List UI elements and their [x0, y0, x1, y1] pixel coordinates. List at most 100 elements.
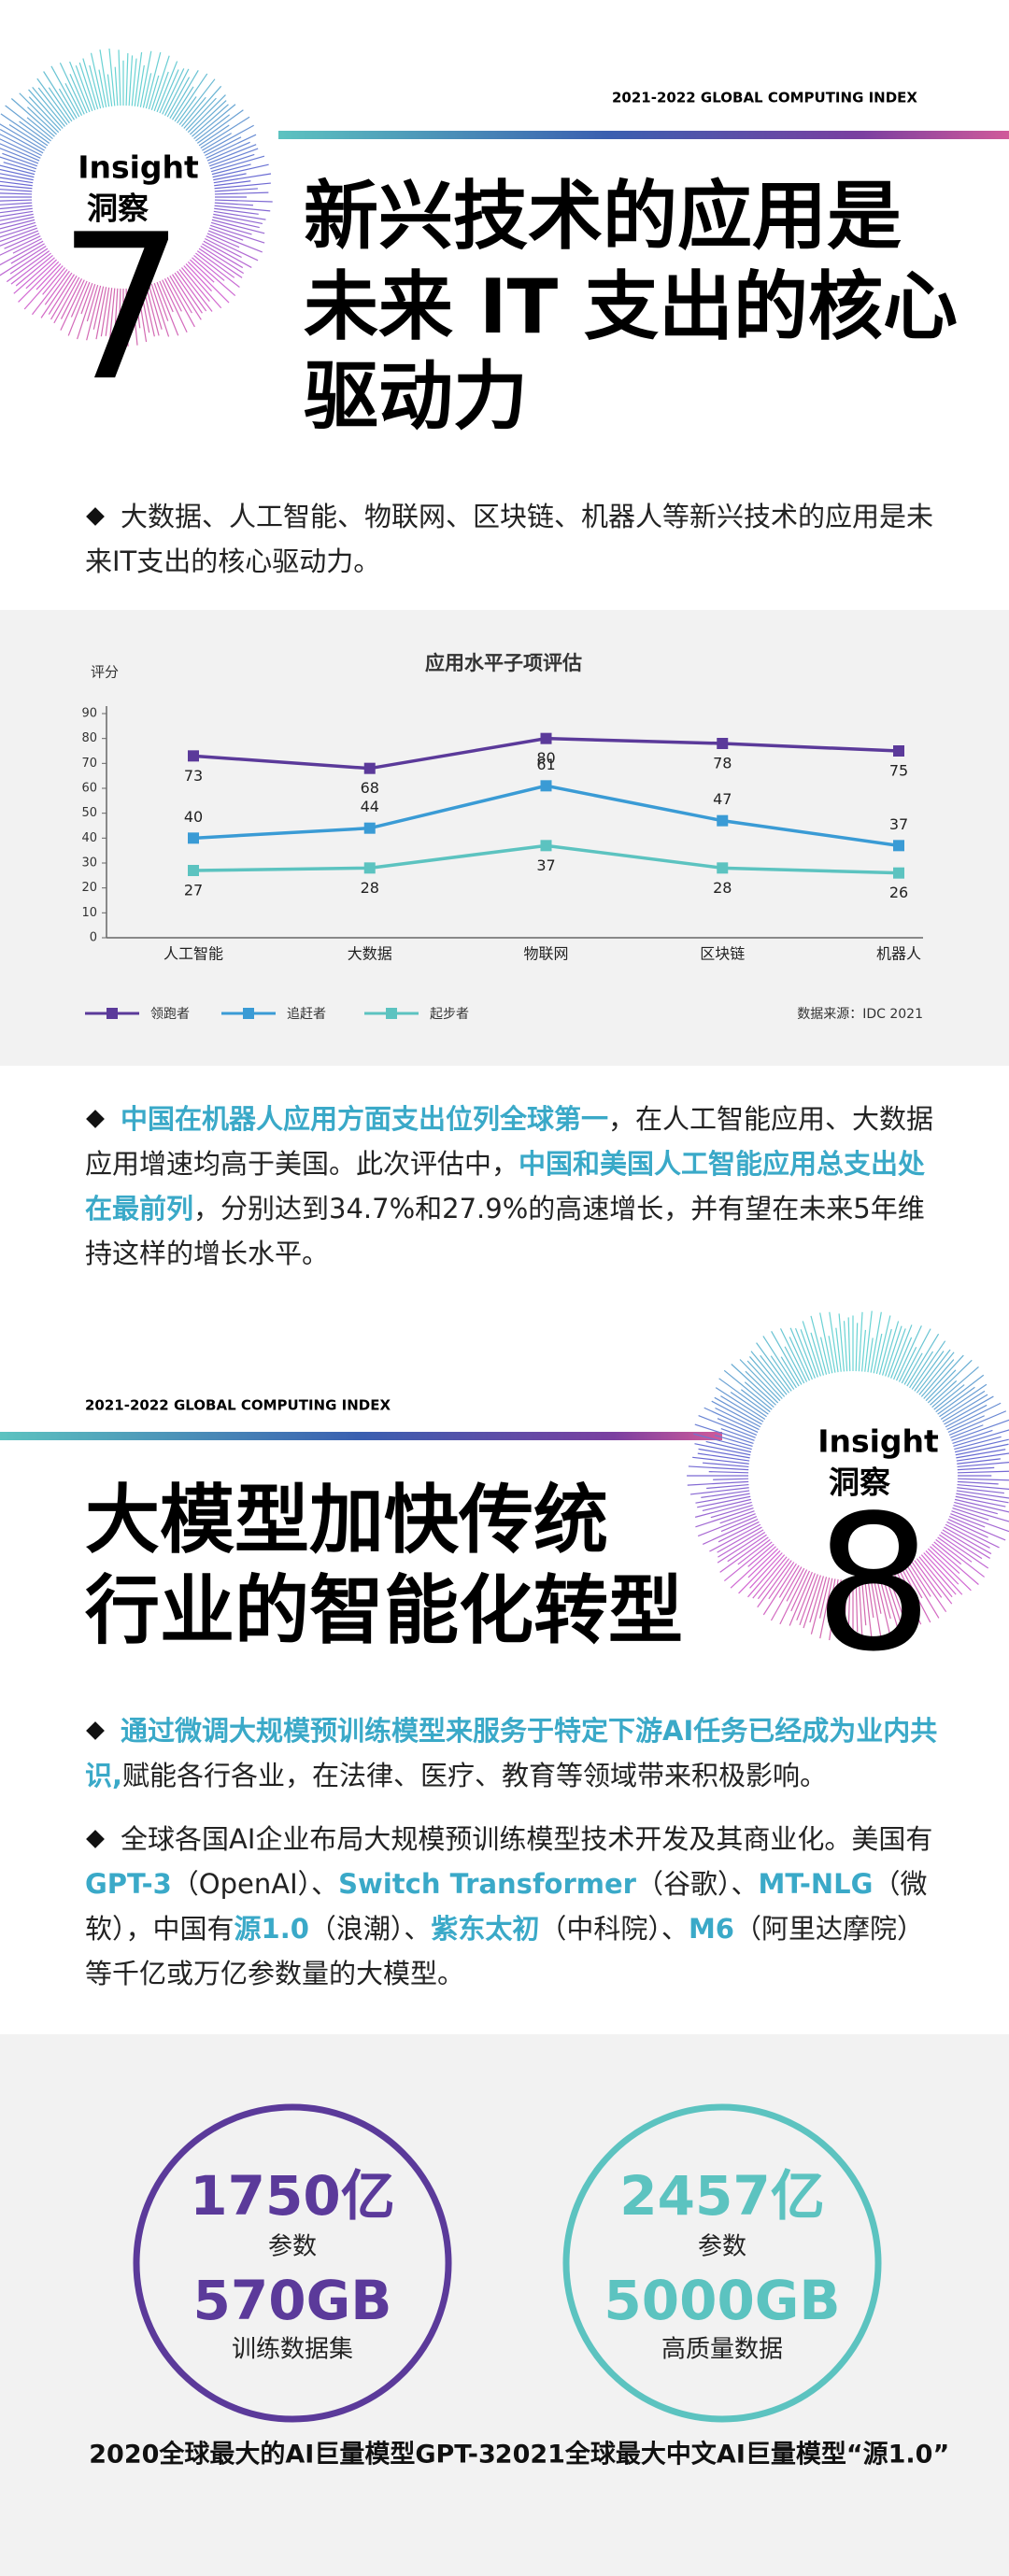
burst-ray [10, 252, 51, 285]
burst-ray [942, 1529, 990, 1559]
burst-ray [720, 1428, 755, 1441]
burst-ray [944, 1395, 994, 1425]
burst-ray [954, 1436, 1002, 1451]
burst-ray [210, 224, 265, 244]
insight-label: Insight [817, 1423, 939, 1460]
burst-ray [925, 1550, 959, 1585]
burst-ray [935, 1374, 985, 1413]
y-tick-label: 90 [81, 707, 97, 721]
burst-ray [105, 288, 113, 336]
point [540, 732, 552, 744]
burst-ray [210, 155, 265, 173]
burst-ray [939, 1383, 988, 1418]
burst-ray [108, 48, 116, 106]
burst-ray [44, 270, 70, 305]
burst-ray [187, 261, 230, 304]
burst-ray [828, 1336, 836, 1373]
burst-ray [749, 1356, 786, 1397]
burst-ray [945, 1523, 990, 1549]
data-label: 37 [889, 815, 908, 833]
burst-ray [178, 78, 216, 125]
burst-ray [931, 1366, 979, 1408]
bullet [86, 1721, 105, 1740]
data-label: 28 [361, 879, 379, 897]
burst-ray [0, 164, 36, 176]
burst-ray [829, 1311, 839, 1373]
data-label: 78 [713, 755, 732, 772]
burst-ray [757, 1560, 792, 1608]
bullet [86, 507, 105, 526]
burst-ray [723, 1541, 773, 1582]
burst-ray [738, 1550, 781, 1594]
burst-ray [757, 1558, 790, 1600]
burst-ray [0, 210, 34, 218]
burst-ray [809, 1576, 825, 1623]
burst-ray [930, 1380, 958, 1406]
burst-ray [694, 1423, 754, 1444]
burst-ray [19, 120, 50, 144]
burst-ray [920, 1359, 955, 1397]
stat-caption: 2021全球最大中文AI巨量模型“源1.0” [495, 2440, 949, 2470]
insight-label: Insight [78, 149, 199, 186]
burst-ray [75, 64, 93, 111]
burst-ray [916, 1558, 953, 1605]
title: 未来 IT 支出的核心 [304, 263, 958, 350]
burst-ray [867, 1578, 874, 1619]
burst-ray [185, 97, 217, 131]
burst-ray [957, 1466, 995, 1471]
burst-ray [730, 1546, 776, 1589]
burst-ray [923, 1552, 963, 1595]
burst-ray [156, 281, 179, 336]
paragraph: 全球各国AI企业布局大规模预训练模型技术开发及其商业化。美国有 GPT-3（Op… [85, 1817, 940, 1996]
burst-ray [0, 205, 33, 210]
burst-ray [0, 168, 35, 178]
burst-ray [694, 1501, 752, 1518]
burst-ray [28, 89, 64, 129]
burst-ray [0, 207, 33, 214]
burst-ray [860, 1579, 867, 1626]
burst-ray [18, 261, 60, 303]
paragraph: 大数据、人工智能、物联网、区块链、机器人等新兴技术的应用是未来IT支出的核心驱动… [85, 494, 940, 584]
burst-ray [957, 1458, 1001, 1465]
chart-title: 应用水平子项评估 [425, 652, 582, 674]
data-label: 73 [184, 767, 203, 785]
burst-ray [42, 267, 65, 295]
burst-ray [153, 71, 169, 111]
burst-ray [702, 1462, 749, 1468]
legend-marker [386, 1008, 397, 1019]
burst-ray [26, 117, 53, 139]
burst-ray [818, 1577, 831, 1619]
burst-ray [935, 1538, 985, 1578]
burst-ray [150, 55, 170, 110]
burst-ray [906, 1333, 940, 1387]
burst-ray [0, 156, 36, 170]
burst-ray [131, 288, 138, 346]
burst-ray [948, 1516, 1006, 1541]
burst-ray [778, 1564, 800, 1598]
burst-ray [739, 1359, 781, 1402]
burst-ray [107, 74, 113, 106]
burst-ray [0, 216, 35, 226]
burst-ray [36, 78, 70, 124]
stats-background [0, 2034, 1009, 2576]
burst-ray [895, 1325, 922, 1381]
text: 赋能各行各业，在法律、医疗、教育等领域带来积极影响。 [122, 1760, 828, 1791]
burst-ray [903, 1566, 923, 1599]
burst-ray [195, 252, 240, 288]
bullet [86, 1830, 105, 1848]
burst-ray [898, 1569, 919, 1608]
burst-ray [689, 1487, 749, 1495]
burst-ray [870, 1578, 882, 1640]
burst-ray [847, 1317, 851, 1372]
burst-ray [0, 199, 33, 202]
burst-ray [875, 1577, 891, 1637]
burst-ray [0, 148, 39, 164]
burst-ray [89, 64, 102, 109]
burst-ray [192, 104, 229, 137]
burst-ray [0, 240, 44, 266]
text: （谷歌）、 [635, 1868, 759, 1900]
burst-ray [0, 230, 39, 247]
burst-ray [211, 219, 265, 234]
burst-ray [177, 96, 197, 124]
burst-ray [718, 1378, 769, 1415]
